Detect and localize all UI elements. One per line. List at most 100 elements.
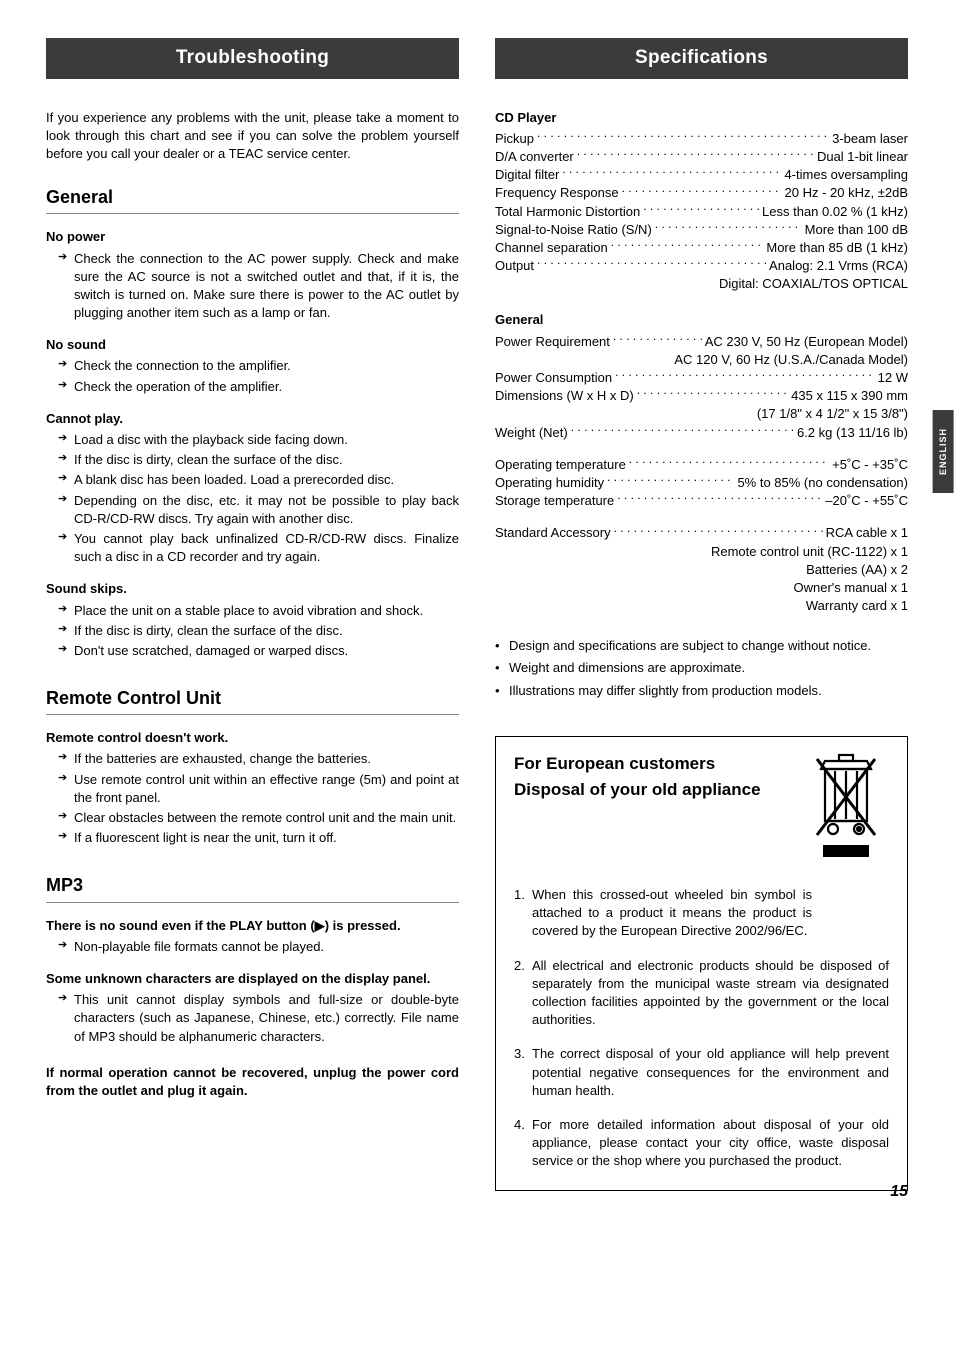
note-item: Weight and dimensions are approximate.: [495, 659, 908, 677]
subhead-mp3-no-sound: There is no sound even if the PLAY butto…: [46, 917, 459, 935]
spec-value: 5% to 85% (no condensation): [737, 474, 908, 492]
subhead-no-sound: No sound: [46, 336, 459, 354]
spec-value: More than 100 dB: [805, 221, 908, 239]
list-no-sound: Check the connection to the amplifier. C…: [46, 357, 459, 395]
spec-row: Signal-to-Noise Ratio (S/N) More than 100…: [495, 221, 908, 239]
spec-extra: Remote control unit (RC-1122) x 1: [495, 543, 908, 561]
euro-item: The correct disposal of your old applian…: [514, 1045, 889, 1100]
spec-extra: Warranty card x 1: [495, 597, 908, 615]
spec-label: Output: [495, 257, 534, 275]
euro-title-2: Disposal of your old appliance: [514, 779, 797, 801]
subhead-mp3-unknown: Some unknown characters are displayed on…: [46, 970, 459, 988]
list-item: You cannot play back unfinalized CD-R/CD…: [58, 530, 459, 566]
spec-extra: Owner's manual x 1: [495, 579, 908, 597]
spec-row: Standard Accessory RCA cable x 1: [495, 524, 908, 542]
spec-value: 435 x 115 x 390 mm: [791, 387, 908, 405]
spec-row: Output Analog: 2.1 Vrms (RCA): [495, 257, 908, 275]
page-number: 15: [890, 1181, 908, 1203]
list-item: If the batteries are exhausted, change t…: [58, 750, 459, 768]
list-item: If the disc is dirty, clean the surface …: [58, 622, 459, 640]
list-item: Check the operation of the amplifier.: [58, 378, 459, 396]
subhead-remote-no-work: Remote control doesn't work.: [46, 729, 459, 747]
spec-label: Pickup: [495, 130, 534, 148]
spec-value: –20˚C - +55˚C: [825, 492, 908, 510]
spec-group-general: General: [495, 311, 908, 329]
spec-label: Operating temperature: [495, 456, 626, 474]
spec-label: D/A converter: [495, 148, 574, 166]
subhead-no-power: No power: [46, 228, 459, 246]
spec-value: 4-times oversampling: [784, 166, 908, 184]
spec-label: Standard Accessory: [495, 524, 611, 542]
spec-label: Operating humidity: [495, 474, 604, 492]
spec-row: Weight (Net) 6.2 kg (13 11/16 lb): [495, 424, 908, 442]
list-item: Load a disc with the playback side facin…: [58, 431, 459, 449]
list-item: Don't use scratched, damaged or warped d…: [58, 642, 459, 660]
spec-label: Digital filter: [495, 166, 559, 184]
spec-label: Dimensions (W x H x D): [495, 387, 634, 405]
spec-label: Weight (Net): [495, 424, 568, 442]
list-item: Depending on the disc, etc. it may not b…: [58, 492, 459, 528]
note-item: Illustrations may differ slightly from p…: [495, 682, 908, 700]
spec-row: Storage temperature –20˚C - +55˚C: [495, 492, 908, 510]
left-column: Troubleshooting If you experience any pr…: [46, 38, 459, 1191]
spec-label: Power Consumption: [495, 369, 612, 387]
list-cannot-play: Load a disc with the playback side facin…: [46, 431, 459, 566]
spec-value: Dual 1-bit linear: [817, 148, 908, 166]
note-item: Design and specifications are subject to…: [495, 637, 908, 655]
spec-value: RCA cable x 1: [826, 524, 908, 542]
list-item: Place the unit on a stable place to avoi…: [58, 602, 459, 620]
spec-row: D/A converter Dual 1-bit linear: [495, 148, 908, 166]
euro-item: For more detailed information about disp…: [514, 1116, 889, 1171]
spec-label: Storage temperature: [495, 492, 614, 510]
intro-text: If you experience any problems with the …: [46, 109, 459, 164]
section-mp3: MP3: [46, 873, 459, 902]
right-column: Specifications CD Player Pickup3-beam la…: [495, 38, 908, 1191]
spec-label: Channel separation: [495, 239, 608, 257]
list-item: If a fluorescent light is near the unit,…: [58, 829, 459, 847]
spec-value: Analog: 2.1 Vrms (RCA): [769, 257, 908, 275]
list-mp3-2: This unit cannot display symbols and ful…: [46, 991, 459, 1046]
list-item: This unit cannot display symbols and ful…: [58, 991, 459, 1046]
spec-group-cd-player: CD Player: [495, 109, 908, 127]
euro-item: When this crossed-out wheeled bin symbol…: [514, 886, 889, 941]
spec-value: 3-beam laser: [832, 130, 908, 148]
spec-row: Pickup 3-beam laser: [495, 130, 908, 148]
spec-row: Power Requirement AC 230 V, 50 Hz (Europe…: [495, 333, 908, 351]
euro-item: All electrical and electronic products s…: [514, 957, 889, 1030]
list-item: A blank disc has been loaded. Load a pre…: [58, 471, 459, 489]
euro-list: When this crossed-out wheeled bin symbol…: [514, 886, 889, 1170]
subhead-sound-skips: Sound skips.: [46, 580, 459, 598]
spec-row: Operating temperature+5˚C - +35˚C: [495, 456, 908, 474]
spec-label: Frequency Response: [495, 184, 619, 202]
spec-row: Total Harmonic Distortion Less than 0.02 …: [495, 203, 908, 221]
spec-row: Dimensions (W x H x D) 435 x 115 x 390 mm: [495, 387, 908, 405]
list-item: If the disc is dirty, clean the surface …: [58, 451, 459, 469]
spec-label: Signal-to-Noise Ratio (S/N): [495, 221, 652, 239]
spec-value: 12 W: [878, 369, 908, 387]
spec-row: Power Consumption 12 W: [495, 369, 908, 387]
section-general: General: [46, 185, 459, 214]
euro-title-1: For European customers: [514, 753, 797, 775]
spec-label: Power Requirement: [495, 333, 610, 351]
list-item: Clear obstacles between the remote contr…: [58, 809, 459, 827]
spec-extra: AC 120 V, 60 Hz (U.S.A./Canada Model): [495, 351, 908, 369]
spec-value: AC 230 V, 50 Hz (European Model): [705, 333, 908, 351]
list-sound-skips: Place the unit on a stable place to avoi…: [46, 602, 459, 661]
spec-extra: Digital: COAXIAL/TOS OPTICAL: [495, 275, 908, 293]
list-item: Check the connection to the AC power sup…: [58, 250, 459, 323]
spec-value: 6.2 kg (13 11/16 lb): [797, 424, 908, 442]
european-customers-box: For European customers Disposal of your …: [495, 736, 908, 1192]
language-tab: ENGLISH: [933, 410, 954, 493]
mp3-footer-note: If normal operation cannot be recovered,…: [46, 1064, 459, 1100]
spec-extra: Batteries (AA) x 2: [495, 561, 908, 579]
subhead-cannot-play: Cannot play.: [46, 410, 459, 428]
troubleshooting-header: Troubleshooting: [46, 38, 459, 79]
list-item: Use remote control unit within an effect…: [58, 771, 459, 807]
spec-value: More than 85 dB (1 kHz): [766, 239, 908, 257]
spec-value: 20 Hz - 20 kHz, ±2dB: [785, 184, 908, 202]
spec-label: Total Harmonic Distortion: [495, 203, 640, 221]
spec-value: Less than 0.02 % (1 kHz): [762, 203, 908, 221]
section-remote: Remote Control Unit: [46, 686, 459, 715]
list-item: Check the connection to the amplifier.: [58, 357, 459, 375]
spec-row: Frequency Response 20 Hz - 20 kHz, ±2dB: [495, 184, 908, 202]
